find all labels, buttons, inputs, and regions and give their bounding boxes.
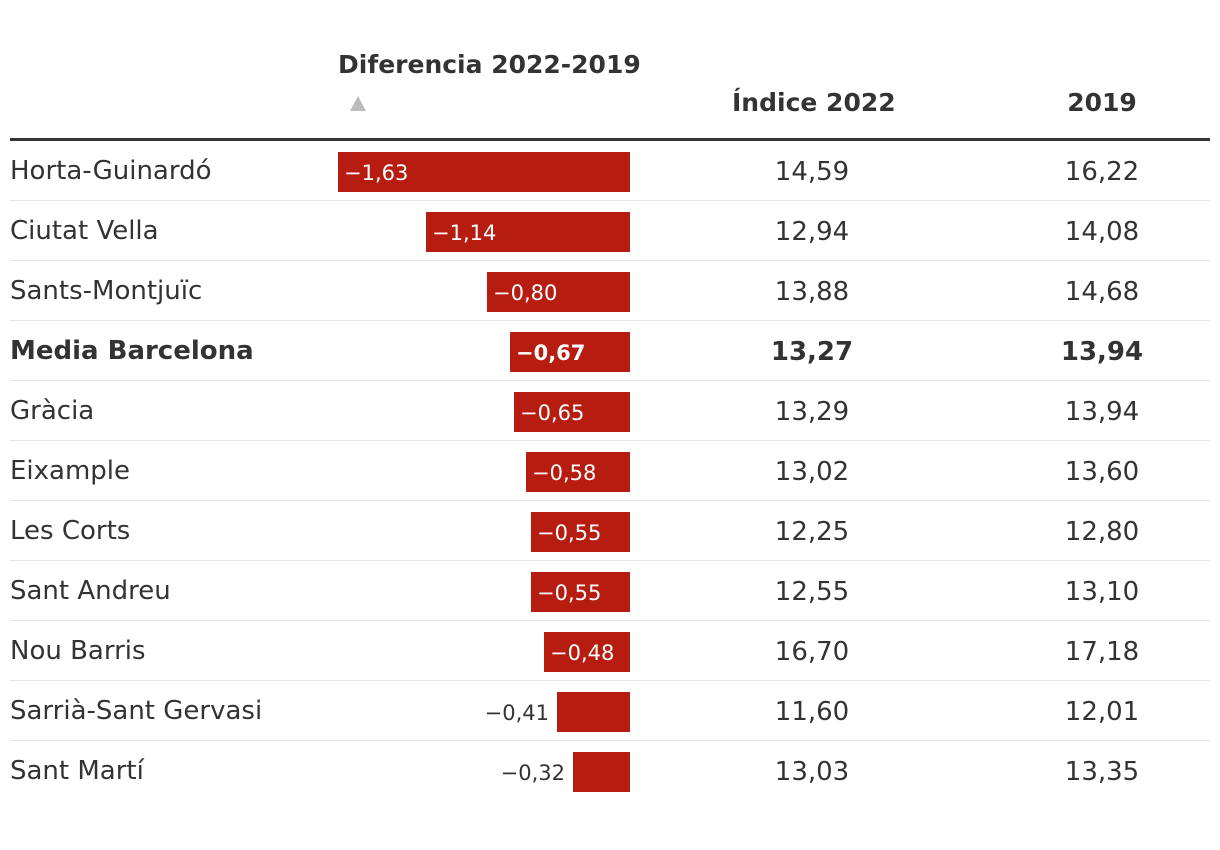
- table-row: Les Corts −0,55 12,25 12,80: [10, 501, 1210, 561]
- difference-label: −0,65: [520, 401, 585, 425]
- sort-ascending-icon[interactable]: [350, 96, 366, 111]
- table-body: Horta-Guinardó −1,63 14,59 16,22 Ciutat Vell…: [10, 141, 1210, 801]
- index-2022-value: 16,70: [774, 637, 850, 667]
- row-name: Les Corts: [10, 516, 131, 546]
- table-row: Sant Andreu −0,55 12,55 13,10: [10, 561, 1210, 621]
- value-2019: 14,68: [1064, 277, 1140, 307]
- table-header: Diferencia 2022-2019 Índice 2022 2019: [10, 0, 1210, 138]
- difference-label: −0,41: [484, 701, 549, 725]
- index-2022-value: 13,29: [774, 397, 850, 427]
- row-name: Sant Martí: [10, 756, 144, 786]
- value-2019: 13,94: [1060, 337, 1144, 367]
- value-2019: 13,35: [1064, 757, 1140, 787]
- difference-label: −0,67: [516, 341, 586, 365]
- index-2022-value: 13,03: [774, 757, 850, 787]
- row-name: Eixample: [10, 456, 131, 486]
- difference-bar: [531, 572, 630, 612]
- table-row: Sarrià-Sant Gervasi −0,41 11,60 12,01: [10, 681, 1210, 741]
- index-2022-value: 13,02: [774, 457, 850, 487]
- value-2019: 13,60: [1064, 457, 1140, 487]
- column-header-index-2022[interactable]: Índice 2022: [732, 88, 896, 117]
- table-row: Nou Barris −0,48 16,70 17,18: [10, 621, 1210, 681]
- index-2022-value: 13,88: [774, 277, 850, 307]
- value-2019: 12,80: [1064, 517, 1140, 547]
- table-row: Sants-Montjuïc −0,80 13,88 14,68: [10, 261, 1210, 321]
- table-row: Eixample −0,58 13,02 13,60: [10, 441, 1210, 501]
- index-2022-value: 12,25: [774, 517, 850, 547]
- index-2022-value: 12,94: [774, 217, 850, 247]
- value-2019: 13,94: [1064, 397, 1140, 427]
- difference-bar: [557, 692, 630, 732]
- index-2022-value: 14,59: [774, 157, 850, 187]
- table-row: Horta-Guinardó −1,63 14,59 16,22: [10, 141, 1210, 201]
- difference-label: −1,14: [432, 221, 497, 245]
- difference-bar: [487, 272, 630, 312]
- index-2022-value: 12,55: [774, 577, 850, 607]
- value-2019: 13,10: [1064, 577, 1140, 607]
- difference-bar: [573, 752, 630, 792]
- difference-label: −0,32: [500, 761, 565, 785]
- difference-bar: [426, 212, 630, 252]
- difference-label: −0,58: [532, 461, 597, 485]
- difference-bar: [514, 392, 630, 432]
- difference-bar: [531, 512, 630, 552]
- value-2019: 16,22: [1064, 157, 1140, 187]
- difference-label: −1,63: [344, 161, 409, 185]
- row-name: Sant Andreu: [10, 576, 171, 606]
- value-2019: 14,08: [1064, 217, 1140, 247]
- difference-label: −0,55: [537, 521, 602, 545]
- row-name: Sants-Montjuïc: [10, 276, 203, 306]
- difference-bar: [510, 332, 630, 372]
- table-row: Sant Martí −0,32 13,03 13,35: [10, 741, 1210, 801]
- row-name: Gràcia: [10, 396, 95, 426]
- difference-bar: [338, 152, 630, 192]
- difference-bar: [526, 452, 630, 492]
- row-name: Ciutat Vella: [10, 216, 159, 246]
- row-name: Horta-Guinardó: [10, 156, 212, 186]
- column-header-difference[interactable]: Diferencia 2022-2019: [338, 50, 641, 79]
- table-row: Ciutat Vella −1,14 12,94 14,08: [10, 201, 1210, 261]
- table-row: Gràcia −0,65 13,29 13,94: [10, 381, 1210, 441]
- row-name: Nou Barris: [10, 636, 146, 666]
- row-name: Media Barcelona: [10, 336, 254, 366]
- header-divider: [10, 138, 1210, 141]
- index-2022-value: 13,27: [770, 337, 854, 367]
- column-header-2019[interactable]: 2019: [1067, 88, 1137, 117]
- value-2019: 12,01: [1064, 697, 1140, 727]
- table-row: Media Barcelona −0,67 13,27 13,94: [10, 321, 1210, 381]
- index-2022-value: 11,60: [774, 697, 850, 727]
- difference-label: −0,80: [493, 281, 558, 305]
- row-name: Sarrià-Sant Gervasi: [10, 696, 263, 726]
- value-2019: 17,18: [1064, 637, 1140, 667]
- difference-label: −0,55: [537, 581, 602, 605]
- difference-label: −0,48: [550, 641, 615, 665]
- difference-bar: [544, 632, 630, 672]
